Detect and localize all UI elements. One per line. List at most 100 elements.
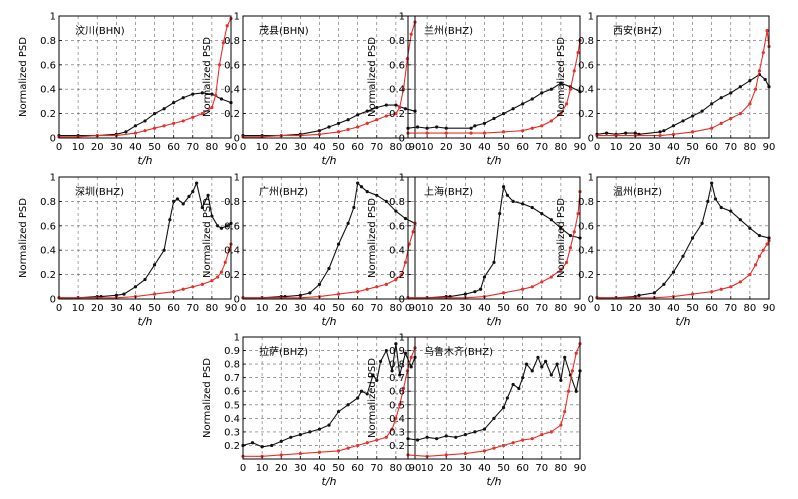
y-tick-label: 0.8 bbox=[40, 36, 56, 47]
y-tick-label: 1 bbox=[588, 12, 594, 23]
data-point-red bbox=[216, 275, 220, 279]
data-point-black bbox=[206, 193, 210, 197]
y-tick-label: 0 bbox=[588, 295, 594, 306]
data-point-black bbox=[748, 79, 752, 83]
x-tick-label: 0 bbox=[56, 142, 62, 153]
x-tick-label: 10 bbox=[256, 463, 269, 474]
data-point-black bbox=[505, 396, 509, 400]
data-point-red bbox=[403, 260, 408, 264]
x-tick-label: 50 bbox=[686, 142, 699, 153]
x-tick-label: 20 bbox=[275, 463, 288, 474]
data-point-black bbox=[394, 209, 398, 213]
data-point-black bbox=[219, 97, 224, 101]
panel-6: 0 10 20 30 40 50 60 70 80 9000.20.40.60.81Normali… bbox=[367, 173, 586, 329]
data-point-red bbox=[390, 427, 394, 431]
y-tick-label: 0.6 bbox=[389, 387, 405, 398]
data-point-red bbox=[162, 124, 166, 128]
data-point-red bbox=[566, 389, 571, 393]
x-tick-label: 40 bbox=[313, 142, 326, 153]
plot-frame bbox=[596, 15, 770, 139]
y-axis-label: Normalized PSD bbox=[367, 37, 378, 117]
y-tick-label: 0 bbox=[399, 295, 405, 306]
panel-title: 西安(BHZ) bbox=[613, 24, 662, 37]
data-point-black bbox=[384, 348, 388, 353]
series-line-red bbox=[59, 243, 232, 299]
x-axis-label: t/h bbox=[322, 475, 337, 488]
y-tick-label: 0.6 bbox=[40, 60, 56, 71]
y-axis-label: Normalized PSD bbox=[202, 198, 213, 278]
x-tick-label: 30 bbox=[648, 142, 661, 153]
panel-title: 茂县(BHN) bbox=[259, 24, 309, 37]
x-tick-label: 40 bbox=[313, 463, 326, 474]
y-tick-label: 0.4 bbox=[389, 85, 405, 96]
x-tick-label: 70 bbox=[186, 142, 199, 153]
data-point-black bbox=[359, 185, 364, 189]
y-tick-label: 0.8 bbox=[578, 197, 594, 208]
x-tick-label: 40 bbox=[129, 303, 142, 314]
data-point-black bbox=[763, 77, 767, 82]
x-tick-label: 90 bbox=[225, 142, 238, 153]
x-tick-label: 0 bbox=[56, 303, 62, 314]
y-tick-label: 0.4 bbox=[224, 414, 240, 425]
x-tick-label: 60 bbox=[516, 463, 529, 474]
data-point-black bbox=[172, 199, 176, 203]
data-point-black bbox=[181, 202, 185, 206]
panel-9: 0 10 20 30 40 50 60 70 80 90 0.2 0.3 0.4 0.5 0.6 0.7 0.8… bbox=[367, 333, 586, 489]
y-tick-label: 0.7 bbox=[224, 373, 240, 384]
data-point-black bbox=[250, 441, 255, 445]
series-line-black bbox=[59, 181, 232, 299]
data-point-black bbox=[530, 97, 534, 101]
data-point-red bbox=[409, 355, 413, 359]
y-tick-label: 0.7 bbox=[389, 373, 405, 384]
y-tick-label: 0 bbox=[399, 134, 405, 145]
data-point-black bbox=[604, 131, 609, 135]
data-point-red bbox=[671, 132, 676, 136]
data-point-black bbox=[308, 291, 312, 295]
y-tick-label: 0.2 bbox=[578, 109, 594, 120]
x-tick-label: 30 bbox=[110, 142, 123, 153]
series-line-red bbox=[59, 18, 232, 138]
data-point-black bbox=[162, 107, 166, 111]
series-line-red bbox=[597, 30, 770, 137]
data-point-red bbox=[738, 112, 742, 116]
data-point-red bbox=[394, 277, 398, 282]
data-point-black bbox=[409, 365, 413, 369]
data-point-red bbox=[469, 131, 473, 135]
x-tick-label: 10 bbox=[610, 303, 623, 314]
y-tick-label: 0.2 bbox=[578, 270, 594, 281]
data-point-red bbox=[565, 260, 569, 264]
data-point-red bbox=[394, 112, 398, 116]
data-point-red bbox=[152, 292, 157, 296]
data-point-black bbox=[191, 190, 195, 194]
data-point-black bbox=[327, 266, 331, 271]
y-tick-label: 1 bbox=[234, 12, 240, 23]
data-point-black bbox=[738, 218, 742, 222]
x-tick-label: 70 bbox=[186, 303, 199, 314]
data-point-black bbox=[181, 96, 185, 100]
data-point-red bbox=[398, 105, 402, 110]
x-tick-label: 80 bbox=[390, 142, 403, 153]
y-tick-label: 0.4 bbox=[389, 414, 405, 425]
data-point-red bbox=[336, 449, 341, 453]
data-point-black bbox=[352, 205, 356, 210]
data-point-red bbox=[365, 287, 369, 291]
data-point-red bbox=[521, 287, 525, 291]
data-point-red bbox=[559, 423, 563, 427]
data-point-black bbox=[435, 437, 439, 441]
x-tick-label: 80 bbox=[744, 303, 757, 314]
x-tick-label: 50 bbox=[332, 142, 345, 153]
series-line-red bbox=[407, 343, 581, 457]
data-point-black bbox=[671, 270, 676, 274]
data-point-black bbox=[690, 114, 695, 118]
data-point-red bbox=[298, 451, 302, 456]
data-point-black bbox=[384, 199, 388, 203]
data-point-black bbox=[719, 205, 723, 210]
data-point-black bbox=[375, 193, 379, 197]
data-point-black bbox=[375, 105, 379, 110]
x-tick-label: 70 bbox=[370, 463, 383, 474]
x-tick-label: 30 bbox=[294, 142, 307, 153]
series-line-black bbox=[597, 182, 770, 299]
y-tick-label: 0.2 bbox=[224, 109, 240, 120]
panel-5: 0 10 20 30 40 50 60 70 80 9000.20.40.60.81Normali… bbox=[202, 173, 421, 329]
